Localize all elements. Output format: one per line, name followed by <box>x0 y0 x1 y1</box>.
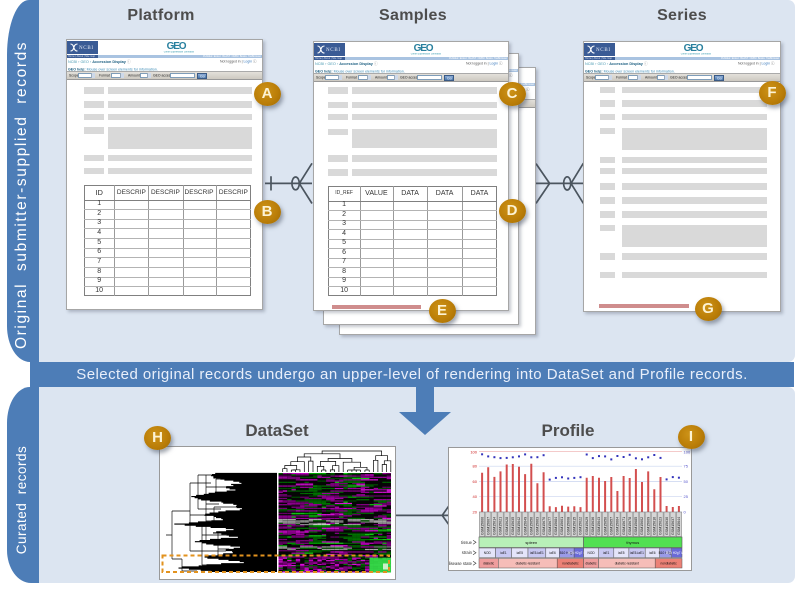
svg-text:100: 100 <box>470 450 477 455</box>
svg-text:GSM15602: GSM15602 <box>640 517 644 535</box>
svg-text:GSM15636: GSM15636 <box>591 517 595 535</box>
svg-text:GSM15656: GSM15656 <box>530 517 534 535</box>
svg-text:thymus: thymus <box>626 540 639 545</box>
svg-text:NOD: NOD <box>588 551 596 555</box>
svg-text:NOD: NOD <box>484 551 492 555</box>
svg-text:tissue: tissue <box>461 540 473 545</box>
svg-text:GSM15614: GSM15614 <box>493 517 497 535</box>
svg-text:GSM15642: GSM15642 <box>517 517 521 535</box>
svg-text:GSM15685: GSM15685 <box>634 517 638 535</box>
svg-text:GSM15644: GSM15644 <box>677 517 681 535</box>
svg-text:GSM15609: GSM15609 <box>646 517 650 535</box>
svg-text:GSM15628: GSM15628 <box>505 517 509 535</box>
svg-text:GSM15650: GSM15650 <box>603 517 607 535</box>
svg-text:strain: strain <box>462 550 473 555</box>
svg-text:GSM15663: GSM15663 <box>536 517 540 535</box>
svg-text:GSM15601: GSM15601 <box>560 517 564 535</box>
svg-text:25: 25 <box>684 494 689 499</box>
svg-text:40: 40 <box>473 494 478 499</box>
svg-text:GSM15678: GSM15678 <box>628 517 632 535</box>
svg-text:GSM15615: GSM15615 <box>573 517 577 535</box>
svg-text:B10 H2g7: B10 H2g7 <box>659 551 673 555</box>
svg-text:GSM15649: GSM15649 <box>523 517 527 535</box>
svg-text:iaE6: iaE6 <box>649 551 656 555</box>
svg-text:20: 20 <box>473 510 478 515</box>
svg-text:GSM15684: GSM15684 <box>554 517 558 535</box>
svg-text:GSM15637: GSM15637 <box>671 517 675 535</box>
svg-text:0: 0 <box>684 510 687 515</box>
svg-text:B10 H2g7: B10 H2g7 <box>560 551 574 555</box>
svg-text:60: 60 <box>473 479 478 484</box>
svg-text:GSM15670: GSM15670 <box>542 517 546 535</box>
svg-text:GSM15608: GSM15608 <box>566 517 570 535</box>
svg-text:nondiabetic: nondiabetic <box>660 562 677 566</box>
svg-text:GSM15621: GSM15621 <box>499 517 503 535</box>
svg-text:GSM15629: GSM15629 <box>585 517 589 535</box>
svg-text:75: 75 <box>684 464 689 469</box>
svg-text:GSM15623: GSM15623 <box>659 517 663 535</box>
svg-text:iaE5: iaE5 <box>517 551 524 555</box>
svg-text:B10 H2g7 iaE1: B10 H2g7 iaE1 <box>666 551 688 555</box>
svg-text:iaE1: iaE1 <box>500 551 507 555</box>
svg-text:GSM15671: GSM15671 <box>622 517 626 535</box>
svg-text:50: 50 <box>684 479 689 484</box>
svg-text:iaE6: iaE6 <box>549 551 556 555</box>
svg-text:diabetic-resistant: diabetic-resistant <box>615 562 639 566</box>
svg-text:GSM15622: GSM15622 <box>579 517 583 535</box>
svg-text:iaE5-iaE1: iaE5-iaE1 <box>630 551 644 555</box>
svg-text:GSM15657: GSM15657 <box>610 517 614 535</box>
svg-text:iaE5: iaE5 <box>618 551 625 555</box>
svg-text:diabetic-resistant: diabetic-resistant <box>516 562 540 566</box>
svg-text:GSM15630: GSM15630 <box>665 517 669 535</box>
svg-text:diabetic: diabetic <box>483 562 494 566</box>
svg-text:GSM15635: GSM15635 <box>511 517 515 535</box>
svg-text:disease state: disease state <box>448 561 473 566</box>
svg-text:nondiabetic: nondiabetic <box>562 562 579 566</box>
svg-text:GSM15677: GSM15677 <box>548 517 552 535</box>
svg-text:B10 H2g7 iaE1: B10 H2g7 iaE1 <box>568 551 590 555</box>
svg-text:diabetic: diabetic <box>586 562 597 566</box>
svg-text:iaE1: iaE1 <box>603 551 610 555</box>
svg-text:iaE5-iaE1: iaE5-iaE1 <box>530 551 544 555</box>
svg-text:80: 80 <box>473 464 478 469</box>
svg-text:GSM15643: GSM15643 <box>597 517 601 535</box>
svg-text:100: 100 <box>684 450 691 455</box>
svg-text:GSM15607: GSM15607 <box>486 517 490 535</box>
svg-text:GSM15600: GSM15600 <box>480 517 484 535</box>
svg-text:spleen: spleen <box>525 540 537 545</box>
svg-text:GSM15616: GSM15616 <box>653 517 657 535</box>
svg-text:GSM15664: GSM15664 <box>616 517 620 535</box>
